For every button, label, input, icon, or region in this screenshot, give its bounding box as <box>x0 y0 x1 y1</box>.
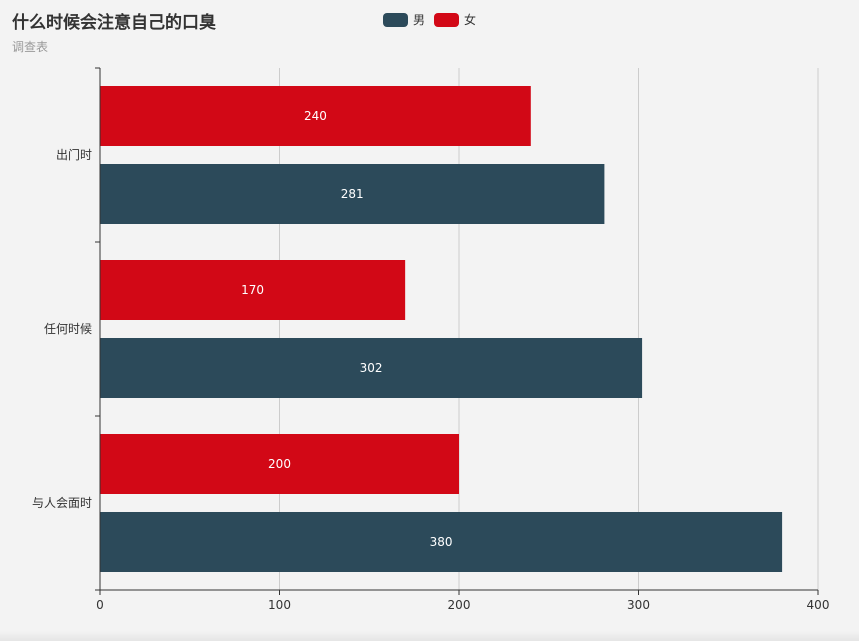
bar-male-2 <box>100 512 783 572</box>
x-tick-label: 400 <box>807 598 830 612</box>
bar-male-1 <box>100 338 643 398</box>
x-tick-label: 0 <box>96 598 104 612</box>
legend-swatch-male <box>383 12 408 27</box>
data-label: 281 <box>341 187 364 201</box>
legend-label-male: 男 <box>413 13 426 27</box>
x-tick-label: 300 <box>627 598 650 612</box>
data-label: 302 <box>360 361 383 375</box>
x-tick-label: 100 <box>268 598 291 612</box>
data-label: 240 <box>304 109 327 123</box>
chart-subtitle: 调查表 <box>12 40 49 54</box>
legend-item-female[interactable]: 女 <box>434 11 476 28</box>
data-label: 200 <box>268 457 291 471</box>
bar-female-2 <box>100 434 459 494</box>
legend-swatch-female <box>434 12 460 27</box>
data-label: 380 <box>430 535 453 549</box>
legend-label-female: 女 <box>464 13 477 27</box>
x-tick-label: 200 <box>448 598 471 612</box>
legend: 男 女 <box>383 11 476 28</box>
data-label: 170 <box>241 283 264 297</box>
y-tick-label: 出门时 <box>56 147 92 162</box>
legend-item-male[interactable]: 男 <box>383 11 425 28</box>
y-tick-label: 与人会面时 <box>32 496 92 510</box>
bar-female-1 <box>100 260 406 320</box>
bar-female-0 <box>100 86 531 146</box>
y-tick-label: 任何时候 <box>44 322 92 336</box>
chart-title: 什么时候会注意自己的口臭 <box>12 13 216 33</box>
bottom-shade <box>0 631 859 641</box>
bar-male-0 <box>100 164 605 224</box>
